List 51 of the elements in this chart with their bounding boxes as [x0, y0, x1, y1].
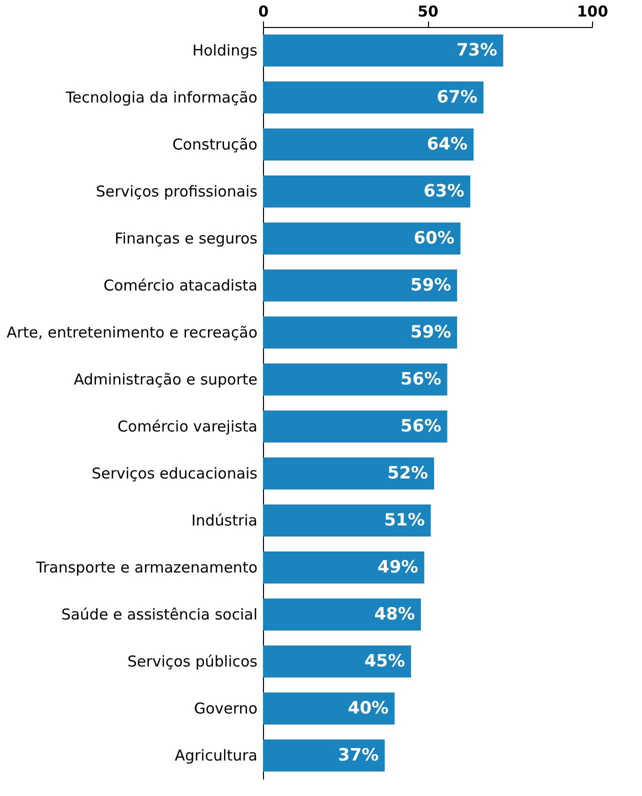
bar [263, 504, 431, 536]
data-label: 64% [426, 134, 468, 154]
y-tick-label: Indústria [191, 512, 258, 530]
data-label: 73% [456, 40, 498, 60]
data-label: 56% [400, 416, 442, 436]
bar [263, 128, 474, 160]
bar [263, 364, 448, 396]
y-tick-label: Transporte e armazenamento [35, 558, 258, 576]
bar [263, 410, 448, 442]
data-label: 37% [338, 746, 379, 766]
bar [263, 82, 484, 114]
y-tick-label: Tecnologia da informação [64, 88, 258, 106]
y-tick-label: Governo [194, 700, 258, 718]
x-tick-label: 0 [258, 2, 269, 20]
data-label: 51% [384, 510, 425, 530]
data-label: 67% [436, 88, 478, 108]
data-label: 49% [378, 558, 418, 578]
y-tick-label: Agricultura [174, 746, 258, 764]
bar [263, 316, 458, 348]
y-tick-label: Serviços públicos [127, 652, 258, 670]
x-tick-label: 100 [576, 2, 608, 20]
bar [263, 270, 458, 302]
data-label: 59% [410, 322, 452, 342]
y-tick-label: Saúde e assistência social [61, 606, 258, 624]
bar [263, 598, 421, 630]
data-label: 56% [400, 370, 442, 390]
data-label: 60% [414, 228, 454, 248]
data-label: 40% [348, 698, 389, 718]
bar [263, 692, 395, 724]
bar [263, 552, 424, 584]
bar [263, 34, 504, 66]
y-tick-label: Finanças e seguros [114, 230, 258, 248]
y-tick-label: Comércio varejista [117, 418, 258, 436]
y-tick-label: Administração e suporte [74, 370, 258, 388]
data-label: 59% [410, 276, 452, 296]
y-tick-label: Serviços profissionais [96, 182, 258, 200]
data-label: 45% [364, 652, 406, 672]
bar [263, 646, 412, 678]
y-tick-label: Holdings [192, 42, 258, 60]
y-tick-label: Comércio atacadista [104, 276, 258, 294]
bar [263, 740, 385, 772]
y-tick-label: Serviços educacionais [92, 464, 258, 482]
data-label: 63% [424, 182, 464, 202]
bar [263, 458, 434, 490]
x-tick-label: 50 [418, 2, 438, 20]
bar [263, 222, 460, 254]
bar [263, 176, 470, 208]
y-tick-label: Construção [172, 136, 258, 154]
y-tick-label: Arte, entretenimento e recreação [6, 324, 258, 342]
data-label: 52% [387, 464, 428, 484]
data-label: 48% [374, 604, 415, 624]
